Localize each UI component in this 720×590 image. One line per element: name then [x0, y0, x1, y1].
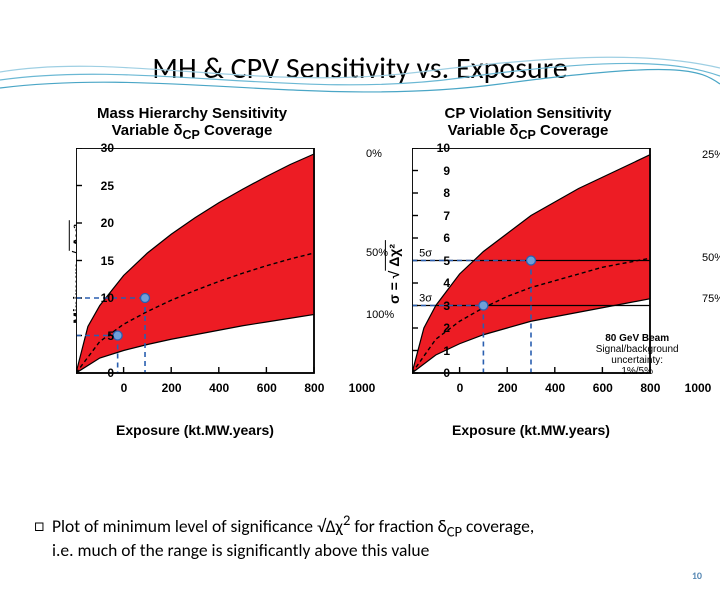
y-tick-label: 6 — [422, 231, 450, 245]
y-tick-label: 0 — [422, 366, 450, 380]
y-tick-label: 0 — [86, 366, 114, 380]
chart-cp-violation: CP Violation SensitivityVariable δCP Cov… — [364, 105, 692, 438]
x-tick-label: 0 — [121, 381, 128, 395]
chart-title-1: Mass Hierarchy Sensitivity — [28, 105, 356, 122]
x-axis-label: Exposure (kt.MW.years) — [412, 422, 650, 438]
slide-title: MH & CPV Sensitivity vs. Exposure — [0, 50, 720, 87]
caption-sub: CP — [447, 522, 462, 540]
y-axis-label: σ = √ Δχ² — [386, 240, 402, 304]
y-tick-label: 9 — [422, 164, 450, 178]
caption-l1c: coverage, — [462, 514, 534, 536]
bullet-icon: □ — [34, 515, 48, 537]
y-tick-label: 7 — [422, 209, 450, 223]
chart-title-2: Variable δCP Coverage — [28, 122, 356, 142]
series-label: 50% — [702, 252, 720, 264]
y-tick-label: 15 — [86, 254, 114, 268]
y-tick-label: 2 — [422, 321, 450, 335]
chart-title-2: Variable δCP Coverage — [364, 122, 692, 142]
plot-area — [76, 148, 356, 395]
y-tick-label: 3 — [422, 299, 450, 313]
x-tick-label: 600 — [593, 381, 613, 395]
y-tick-label: 25 — [86, 179, 114, 193]
x-tick-label: 1000 — [685, 381, 712, 395]
y-tick-label: 20 — [86, 216, 114, 230]
chart-title-1: CP Violation Sensitivity — [364, 105, 692, 122]
y-tick-label: 10 — [86, 291, 114, 305]
caption-l1a: Plot of minimum level of significance √Δ… — [52, 514, 343, 536]
x-axis-label: Exposure (kt.MW.years) — [76, 422, 314, 438]
x-tick-label: 800 — [304, 381, 324, 395]
y-tick-label: 4 — [422, 276, 450, 290]
x-tick-label: 800 — [640, 381, 660, 395]
x-tick-label: 600 — [257, 381, 277, 395]
caption-l2: i.e. much of the range is significantly … — [34, 539, 429, 561]
y-tick-label: 8 — [422, 186, 450, 200]
y-tick-label: 5 — [86, 329, 114, 343]
x-tick-label: 400 — [545, 381, 565, 395]
y-tick-label: 10 — [422, 141, 450, 155]
x-tick-label: 200 — [498, 381, 518, 395]
chart-mass-hierarchy: Mass Hierarchy SensitivityVariable δCP C… — [28, 105, 356, 438]
y-tick-label: 1 — [422, 344, 450, 358]
series-label: 75% — [702, 293, 720, 305]
x-tick-label: 400 — [209, 381, 229, 395]
y-tick-label: 5 — [422, 254, 450, 268]
x-tick-label: 0 — [457, 381, 464, 395]
charts-row: Mass Hierarchy SensitivityVariable δCP C… — [0, 105, 720, 438]
chart-note: 80 GeV BeamSignal/backgrounduncertainty:… — [596, 333, 679, 377]
caption-l1b: for fraction δ — [350, 514, 446, 536]
slide-number: 10 — [692, 569, 702, 582]
caption-text: □ Plot of minimum level of significance … — [34, 511, 686, 562]
series-label: 25% — [702, 149, 720, 161]
x-tick-label: 200 — [162, 381, 182, 395]
y-tick-label: 30 — [86, 141, 114, 155]
